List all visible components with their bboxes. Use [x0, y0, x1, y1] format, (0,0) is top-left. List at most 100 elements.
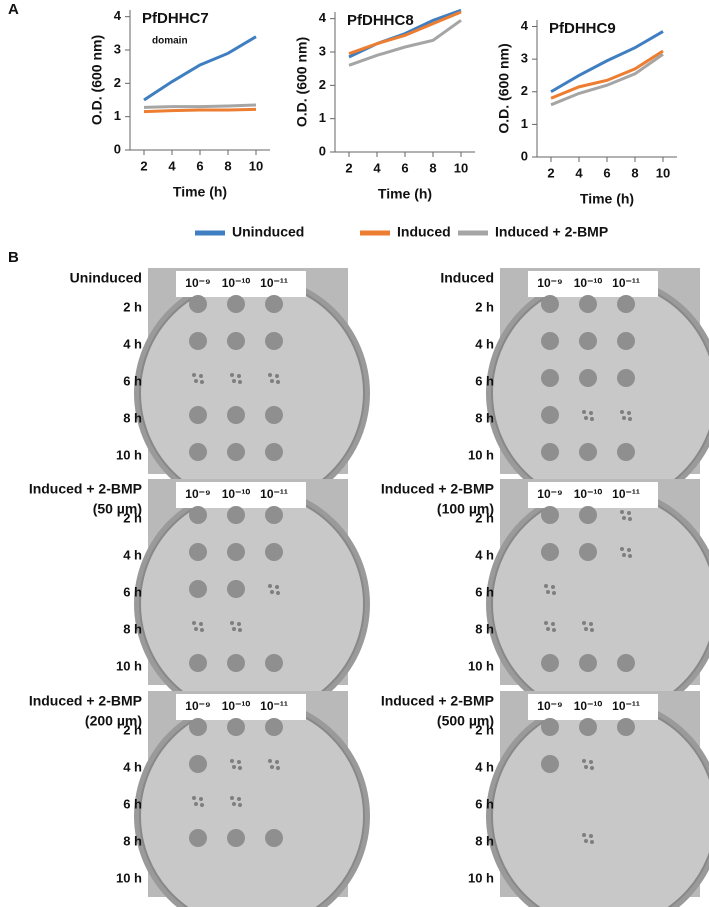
colony: [627, 548, 631, 552]
colony: [199, 622, 203, 626]
colony: [627, 511, 631, 515]
colony: [589, 834, 593, 838]
spot: [265, 332, 283, 350]
colony: [232, 802, 236, 806]
time-label: 6 h: [123, 796, 142, 811]
spot: [617, 295, 635, 313]
colony: [620, 547, 624, 551]
series-line: [550, 53, 664, 107]
series-line: [550, 49, 664, 100]
colony: [232, 379, 236, 383]
colony: [628, 417, 632, 421]
colony: [544, 621, 548, 625]
plate-title: Induced + 2-BMP: [381, 693, 494, 709]
colony: [199, 797, 203, 801]
spot: [579, 543, 597, 561]
time-label: 10 h: [468, 447, 494, 462]
time-label: 6 h: [123, 373, 142, 388]
spot: [227, 295, 245, 313]
spot: [189, 580, 207, 598]
chart-title: PfDHHC9: [549, 20, 616, 37]
dilution-label: 10⁻¹¹: [260, 699, 288, 713]
plate-agar: [139, 491, 365, 717]
colony: [194, 802, 198, 806]
y-tick-label: 4: [319, 10, 327, 25]
dilution-label: 10⁻¹⁰: [222, 276, 251, 290]
spot: [227, 580, 245, 598]
colony: [584, 416, 588, 420]
time-label: 8 h: [475, 410, 494, 425]
x-tick-label: 8: [224, 158, 231, 173]
colony: [627, 411, 631, 415]
y-tick-label: 3: [319, 43, 326, 58]
x-tick-label: 8: [429, 160, 436, 175]
colony: [589, 622, 593, 626]
y-tick-label: 1: [319, 110, 326, 125]
spot: [541, 506, 559, 524]
spot: [617, 443, 635, 461]
spot: [265, 443, 283, 461]
dilution-label: 10⁻⁹: [185, 699, 210, 713]
x-tick-label: 10: [454, 160, 468, 175]
dilution-label: 10⁻¹⁰: [574, 699, 603, 713]
colony: [237, 797, 241, 801]
time-label: 10 h: [468, 870, 494, 885]
colony: [551, 622, 555, 626]
time-label: 8 h: [475, 833, 494, 848]
plate-agar: [139, 280, 365, 506]
time-label: 6 h: [475, 796, 494, 811]
x-tick-label: 6: [196, 158, 203, 173]
colony: [230, 373, 234, 377]
colony: [194, 379, 198, 383]
y-tick-label: 2: [319, 77, 326, 92]
spot: [265, 295, 283, 313]
colony: [268, 373, 272, 377]
colony: [275, 374, 279, 378]
spot: [189, 829, 207, 847]
colony: [584, 839, 588, 843]
colony: [582, 759, 586, 763]
dilution-label: 10⁻¹⁰: [574, 487, 603, 501]
colony: [590, 628, 594, 632]
spot: [579, 332, 597, 350]
time-label: 6 h: [475, 584, 494, 599]
colony: [238, 628, 242, 632]
spot: [265, 543, 283, 561]
time-label: 2 h: [123, 510, 142, 525]
spot: [189, 755, 207, 773]
colony: [192, 621, 196, 625]
dilution-label: 10⁻¹⁰: [574, 276, 603, 290]
colony: [230, 759, 234, 763]
colony: [200, 803, 204, 807]
x-tick-label: 6: [603, 165, 610, 180]
time-label: 8 h: [475, 621, 494, 636]
colony: [584, 765, 588, 769]
colony: [622, 416, 626, 420]
plate-title: (100 µm): [437, 501, 494, 517]
plate-title: (50 µm): [93, 501, 142, 517]
colony: [238, 380, 242, 384]
colony: [552, 591, 556, 595]
plate-agar: [491, 491, 709, 717]
y-tick-label: 1: [521, 116, 528, 131]
colony: [276, 591, 280, 595]
chart-title: PfDHHC7: [142, 10, 209, 27]
x-axis-label: Time (h): [580, 191, 634, 207]
colony: [237, 622, 241, 626]
spot: [541, 755, 559, 773]
panel-label: A: [8, 1, 19, 18]
colony: [546, 590, 550, 594]
spot: [541, 295, 559, 313]
colony: [230, 621, 234, 625]
spot: [189, 718, 207, 736]
x-axis-label: Time (h): [173, 184, 227, 200]
time-label: 2 h: [123, 299, 142, 314]
spot: [189, 654, 207, 672]
dilution-label: 10⁻¹⁰: [222, 699, 251, 713]
plate-title: Induced: [440, 270, 494, 286]
series-line: [143, 107, 257, 114]
spot: [265, 654, 283, 672]
time-label: 4 h: [123, 547, 142, 562]
colony: [590, 840, 594, 844]
